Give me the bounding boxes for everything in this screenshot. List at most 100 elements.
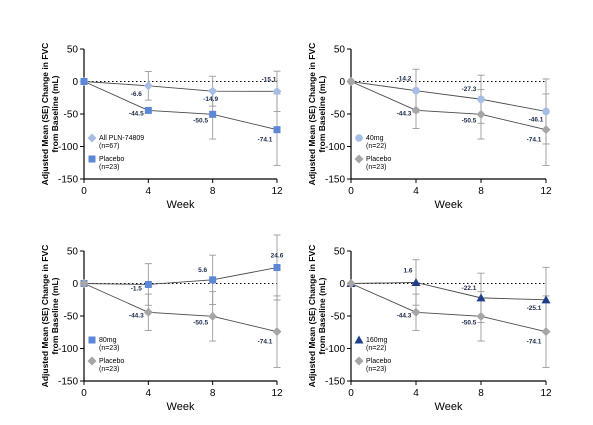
x-tick-label: 12 <box>271 186 283 197</box>
legend-entry: Placebo (n=23) <box>99 156 124 171</box>
data-label: -44.3 <box>397 312 412 319</box>
x-axis-title: Week <box>167 401 195 413</box>
x-axis-title: Week <box>435 401 463 413</box>
data-point <box>208 86 218 96</box>
x-tick-label: 0 <box>348 388 354 399</box>
y-tick-label: -50 <box>64 312 79 323</box>
y-tick-label: -50 <box>331 312 346 323</box>
data-point <box>143 81 153 91</box>
data-point <box>411 307 421 317</box>
data-point <box>272 327 282 337</box>
x-axis-title: Week <box>167 199 195 211</box>
y-tick-label: -100 <box>58 142 78 153</box>
legend-marker <box>354 335 364 344</box>
x-tick-label: 12 <box>540 186 552 197</box>
legend-marker <box>354 356 364 366</box>
x-tick-label: 4 <box>146 388 152 399</box>
legend-marker <box>87 356 97 366</box>
data-point <box>411 277 421 286</box>
data-point <box>477 95 485 104</box>
legend-marker <box>87 133 97 143</box>
y-tick-label: -100 <box>58 344 78 355</box>
y-tick-label: -150 <box>58 377 78 388</box>
legend-marker <box>88 155 96 163</box>
legend-entry: Placebo (n=23) <box>366 156 391 171</box>
y-tick-label: 0 <box>72 77 78 88</box>
y-tick-label: 0 <box>339 77 345 88</box>
data-label: -74.1 <box>258 339 273 346</box>
data-point <box>541 295 551 304</box>
data-label: -50.5 <box>462 319 477 326</box>
data-point <box>541 125 551 135</box>
legend-entry: 80mg (n=23) <box>99 337 119 352</box>
y-axis-title: Adjusted Mean (SE) Change in FVCfrom Bas… <box>307 43 327 186</box>
data-label: -46.1 <box>529 116 544 123</box>
data-point <box>476 109 486 119</box>
data-label: -50.5 <box>193 117 208 124</box>
x-tick-label: 4 <box>146 186 152 197</box>
data-point <box>80 78 88 85</box>
series-line-1 <box>350 81 547 112</box>
legend-marker <box>354 154 364 164</box>
data-point <box>476 311 486 321</box>
y-tick-label: -150 <box>58 175 78 186</box>
data-label: 1.6 <box>403 267 412 274</box>
data-label: -74.1 <box>258 137 273 144</box>
data-label: -1.5 <box>131 285 143 292</box>
data-label: -50.5 <box>193 319 208 326</box>
data-point <box>346 77 356 86</box>
data-point <box>272 86 282 96</box>
y-tick-label: -50 <box>331 110 346 121</box>
data-point <box>209 276 217 284</box>
series-line-1 <box>83 81 278 92</box>
data-label: -22.1 <box>462 285 477 292</box>
y-axis-title: Adjusted Mean (SE) Change in FVCfrom Bas… <box>307 245 327 388</box>
x-tick-label: 0 <box>81 186 87 197</box>
y-tick-label: -100 <box>325 344 345 355</box>
data-point <box>476 293 486 302</box>
data-label: -74.1 <box>527 339 542 346</box>
y-tick-label: -100 <box>325 142 345 153</box>
data-point <box>541 327 551 337</box>
series-line-1 <box>350 282 547 301</box>
data-label: -6.6 <box>131 91 143 98</box>
x-tick-label: 4 <box>413 186 419 197</box>
x-tick-label: 0 <box>348 186 354 197</box>
data-point <box>209 110 217 118</box>
y-tick-label: 50 <box>67 247 79 258</box>
series-line-2 <box>83 81 278 131</box>
data-point <box>144 280 152 288</box>
x-tick-label: 8 <box>478 388 484 399</box>
data-point <box>143 307 153 317</box>
data-point <box>412 86 420 95</box>
y-tick-label: 50 <box>67 45 79 56</box>
legend-entry: 40mg (n=22) <box>366 135 386 150</box>
y-tick-label: -150 <box>325 377 345 388</box>
data-label: 5.6 <box>198 267 207 274</box>
y-tick-label: 50 <box>334 45 346 56</box>
y-tick-label: 0 <box>339 279 345 290</box>
series-line-2 <box>83 283 278 333</box>
data-label: -25.1 <box>527 305 542 312</box>
data-label: -74.1 <box>527 137 542 144</box>
y-tick-label: 50 <box>334 247 346 258</box>
data-point <box>208 311 218 321</box>
data-label: -15.1 <box>262 76 277 83</box>
x-tick-label: 8 <box>210 186 216 197</box>
legend-entry: 160mg (n=22) <box>366 337 388 352</box>
data-label: 24.6 <box>271 253 284 260</box>
data-point <box>79 279 89 288</box>
x-tick-label: 12 <box>540 388 552 399</box>
data-point <box>542 107 550 116</box>
data-point <box>411 105 421 115</box>
legend-entry: Placebo (n=23) <box>99 358 124 373</box>
legend-entry: Placebo (n=23) <box>366 358 391 373</box>
x-axis-title: Week <box>435 199 463 211</box>
data-point <box>144 106 152 114</box>
data-label: -14.9 <box>203 96 218 103</box>
legend-entry: All PLN-74809 (n=67) <box>99 135 144 150</box>
data-label: -14.2 <box>397 76 412 83</box>
